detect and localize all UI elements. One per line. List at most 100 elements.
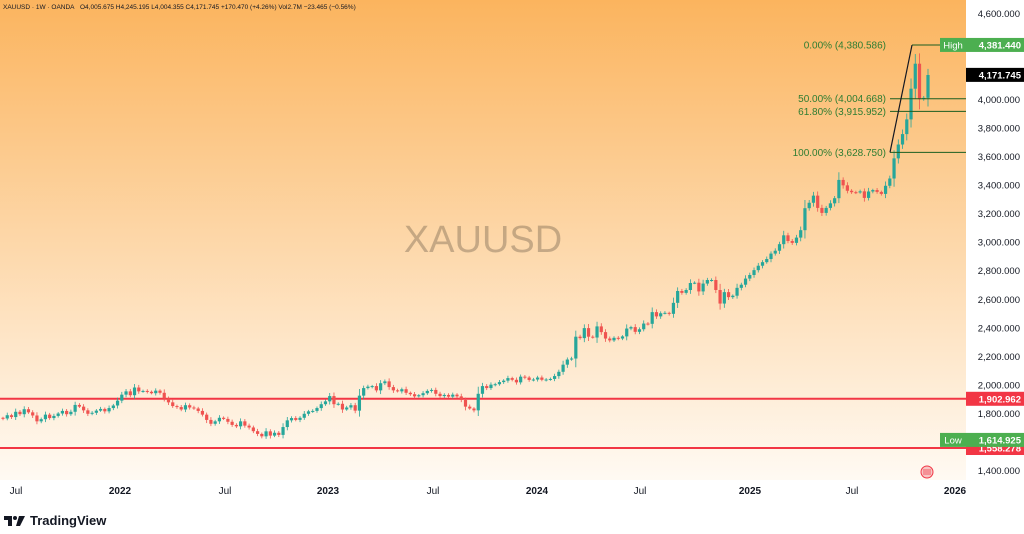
candle-body [883,185,888,194]
fib-trend-line [889,44,913,153]
candle-body [408,392,412,395]
chart-canvas: XAUUSD XAUUSD · 1W · OANDA O4,005.675 H4… [0,0,1024,497]
high-value: 4,381.440 [979,40,1021,51]
candle-body [5,415,9,419]
candle-body [306,411,311,414]
fibonacci-retracement[interactable]: 0.00% (4,380.586) 50.00% (4,004.668) 61.80… [793,41,966,159]
candle-body [845,185,849,191]
candle-body [73,404,77,412]
candle-body [243,421,247,426]
candle-body [769,253,773,260]
candle-body [680,290,684,293]
low-caption: Low [944,435,962,446]
candle-body [349,405,353,408]
candle-body [391,387,395,391]
candle-body [701,283,705,292]
low-line-value: 1,558.278 [979,444,1021,455]
candle-body [158,390,162,393]
candle-body [137,387,141,392]
candle-body [603,332,608,339]
candle-body [400,389,404,392]
low-caption-tag [940,432,966,447]
candle-body [387,381,391,388]
candle-body [145,390,149,392]
candle-body [900,134,905,145]
candle-body [196,408,200,411]
x-tick-label: 2026 [944,486,967,497]
candle-body [828,203,833,208]
high-caption: High [943,40,963,51]
fib-level-label: 100.00% (3,628.750) [793,148,886,159]
candle-body [519,376,523,383]
y-tick-label: 3,200.000 [978,209,1020,220]
candle-body [417,395,421,397]
candle-body [260,433,264,437]
candle-body [794,237,799,243]
candle-body [536,377,540,380]
candle-body [434,389,438,394]
candle-body [850,190,854,193]
candle-body [629,327,633,329]
candle-body [506,378,510,381]
candle-body [561,364,565,372]
candle-body [892,158,896,179]
candle-body [926,74,930,98]
current-tag [966,67,1024,82]
candle-body [896,144,900,159]
candle-body [531,379,535,381]
candle-body [824,207,828,213]
candle-body [735,287,739,296]
candle-body [383,381,387,384]
candle-body [192,407,196,409]
y-tick-label: 3,000.000 [978,238,1020,249]
candle-body [557,371,561,377]
candle-body [35,415,39,422]
candle-body [336,403,340,405]
candle-body [790,241,794,243]
candle-body [366,386,370,389]
candle-body [866,191,871,198]
candle-body [179,407,183,410]
candle-body [230,421,234,425]
candle-body [463,399,468,407]
candle-body [544,379,548,381]
candle-body [340,403,345,410]
candle-body [684,289,688,293]
y-tick-label: 3,400.000 [978,181,1020,192]
candle-body [69,411,73,415]
candle-body [43,414,48,420]
fib-level-label: 50.00% (4,004.668) [798,94,886,105]
earnings-flag-icon[interactable] [920,465,934,479]
candle-body [523,376,527,378]
tradingview-logo[interactable]: TradingView [4,513,106,528]
candle-body [578,336,582,339]
candle-body [132,387,137,396]
candle-body [476,393,480,411]
candle-body [688,283,692,290]
candle-body [56,413,60,416]
candle-body [858,191,862,193]
x-tick-label: Jul [634,486,647,497]
candle-body [272,432,277,436]
candle-body [510,378,514,380]
candle-body [82,406,86,411]
candle-body [633,327,637,332]
candle-body [726,292,731,298]
candle-body [527,377,531,380]
candle-body [90,412,94,414]
fib-level-label: 61.80% (3,915.952) [798,107,886,118]
candle-body [637,329,642,332]
candle-body [502,380,506,383]
candle-body [586,328,591,337]
candle-body [285,420,289,428]
candle-body [909,88,913,120]
candle-body [166,398,171,403]
candle-body [264,431,268,437]
candle-body [31,412,35,416]
candle-body [650,312,654,324]
candle-body [493,384,497,386]
candle-body [226,418,230,422]
candle-body [107,408,111,412]
candle-body [115,400,120,406]
x-tick-label: Jul [427,486,440,497]
